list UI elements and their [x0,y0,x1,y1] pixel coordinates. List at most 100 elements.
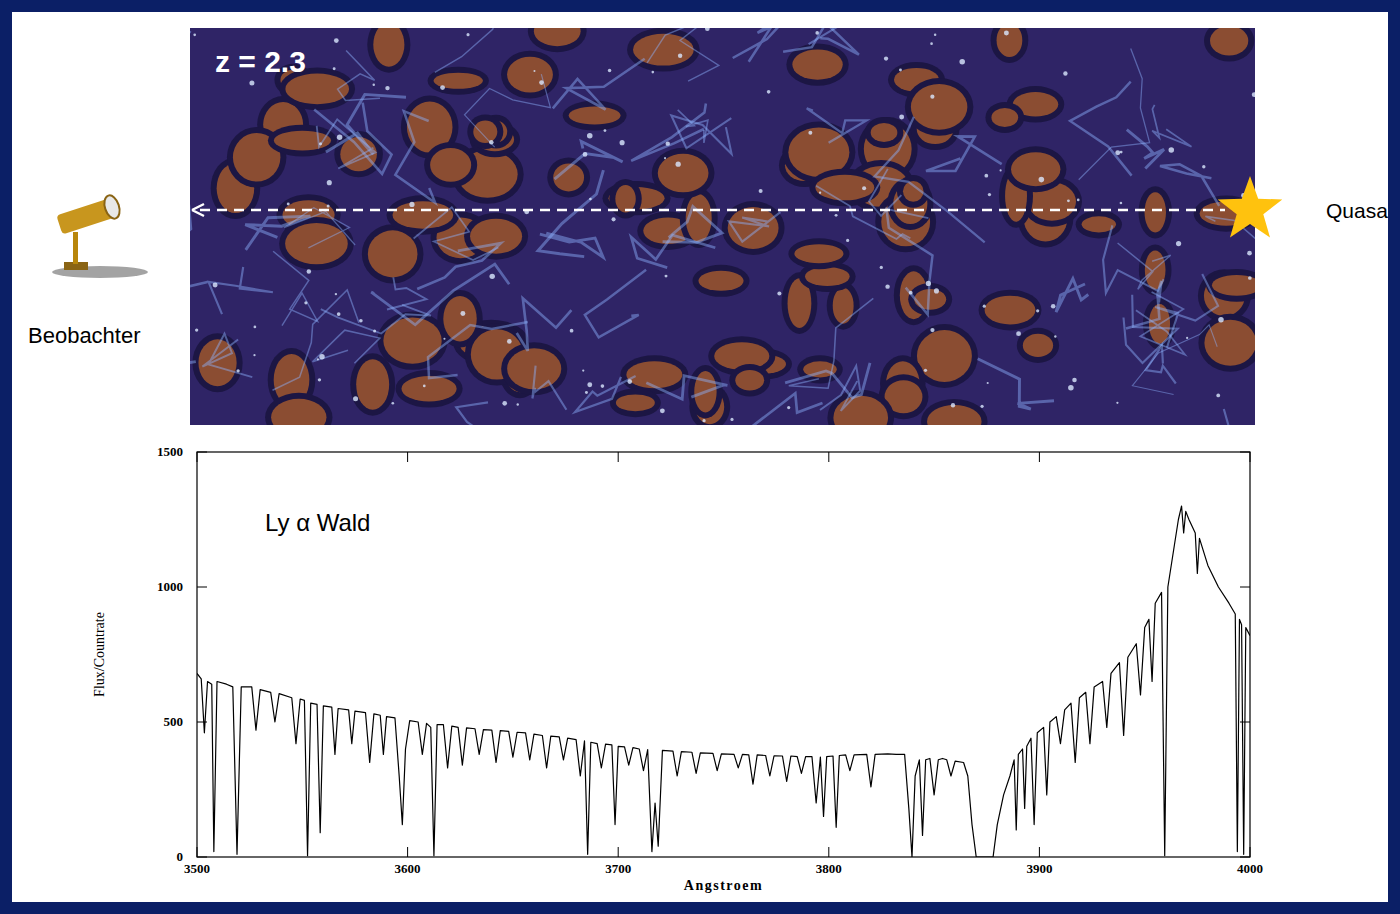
halo [253,354,255,356]
void [927,405,981,425]
void-rim [501,51,559,99]
halo [249,81,254,86]
void [368,230,418,277]
halo [885,284,889,288]
y-tick-right [1240,587,1250,588]
void [507,57,553,93]
annotation: Ly α Wald [265,509,370,536]
x-tick [407,847,408,857]
x-tick-label: 3500 [184,861,210,876]
x-tick [1039,847,1040,857]
halo [787,406,790,409]
filament [789,298,874,388]
filament [978,359,1054,409]
halo [705,28,710,31]
void [615,185,635,213]
halo [980,405,983,408]
void [997,28,1023,57]
halo [337,135,342,140]
void-rim [467,114,503,149]
void [658,154,709,193]
void [271,399,326,425]
filament [816,186,910,239]
void [1145,192,1166,232]
halo [930,42,933,45]
halo [664,157,666,159]
halo [304,301,307,304]
halo [373,84,375,86]
filament [1079,49,1150,180]
halo [489,140,494,145]
void [356,359,389,409]
halo [335,293,337,295]
halo [319,354,324,359]
filament [820,366,860,411]
void-rim [692,265,749,297]
halo [934,34,936,36]
halo [984,174,988,178]
y-tick-label: 0 [177,849,184,864]
void [792,49,842,79]
filament [465,74,551,147]
void-rim [265,393,332,425]
halo [1248,276,1252,280]
halo [678,54,682,58]
halo [983,305,986,308]
plot-frame [197,452,1250,857]
halo [988,193,991,196]
void [794,244,843,263]
filament [209,267,273,314]
filament [753,393,823,425]
void-rim [609,179,641,219]
void [626,361,682,388]
void-rim [921,399,987,425]
y-tick [197,587,207,588]
halo [195,328,198,331]
filament [553,59,645,110]
filament [1070,82,1132,176]
halo [307,269,312,274]
filament [646,376,727,400]
stand [73,232,78,264]
filament [428,322,528,378]
halo [652,71,655,74]
halo [539,80,544,85]
halo [1176,241,1181,246]
filament [338,51,380,101]
halo [1039,177,1045,183]
void [443,296,476,341]
halo [926,281,931,286]
filament [371,264,509,325]
void-rim [610,388,661,417]
halo [612,217,616,221]
halo [1068,385,1074,391]
halo [620,140,625,145]
filament [647,28,719,81]
y-axis-title: Flux/Countrate [92,612,107,697]
halo [1004,31,1009,36]
plot-area [197,506,1250,857]
filament [585,270,646,338]
quasar-star [1218,176,1283,238]
filament [202,334,252,377]
void [833,288,854,324]
filament [190,317,196,369]
halo [1016,331,1021,336]
halo [1077,199,1080,202]
void-rim [865,117,904,148]
halo [391,402,394,405]
void-rim [464,213,528,260]
x-tick-top [407,452,408,462]
filament [729,212,781,242]
halo [236,369,239,372]
void-rim [905,78,974,136]
halo [1054,335,1056,337]
halo [507,339,512,344]
void [534,28,581,46]
arrow-head [192,204,204,216]
void-rim [1017,328,1059,363]
y-tick-label: 500 [164,714,184,729]
halo [1063,71,1067,75]
void-rim [1139,244,1172,295]
frame [0,0,1400,914]
